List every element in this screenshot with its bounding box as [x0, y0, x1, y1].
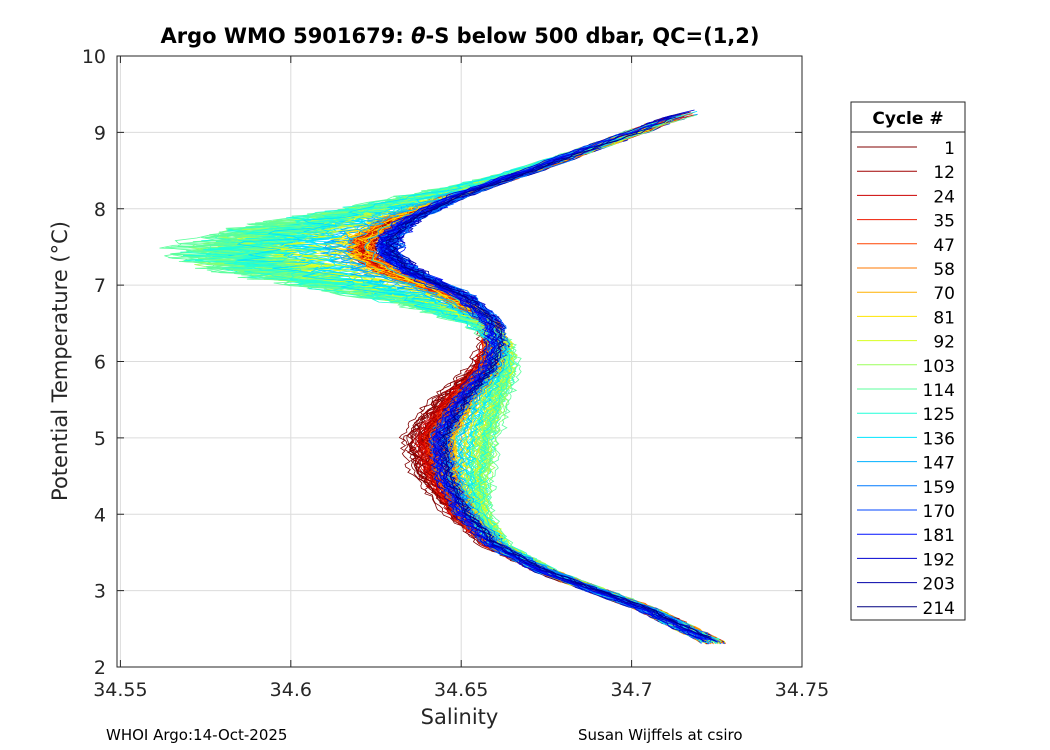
- legend-entry-label: 81: [933, 308, 955, 328]
- legend-entry-label: 1: [944, 139, 955, 159]
- legend-entry-label: 114: [923, 381, 955, 401]
- y-tick-label: 3: [94, 581, 106, 603]
- y-axis-label: Potential Temperature (°C): [48, 221, 72, 501]
- title-theta-symbol: θ: [411, 24, 426, 48]
- y-tick-label: 10: [82, 46, 106, 68]
- legend-entry-label: 136: [923, 429, 955, 449]
- footer-source: WHOI Argo:14-Oct-2025: [106, 726, 288, 744]
- y-tick-label: 5: [94, 428, 106, 450]
- y-tick-label: 9: [94, 122, 106, 144]
- x-tick-label: 34.65: [434, 679, 488, 701]
- y-tick-label: 4: [94, 504, 106, 526]
- y-tick-label: 7: [94, 275, 106, 297]
- legend-entry-label: 12: [933, 163, 955, 183]
- legend-entry-label: 103: [923, 357, 955, 377]
- y-tick-label: 8: [94, 199, 106, 221]
- footer-credit: Susan Wijffels at csiro: [578, 726, 743, 744]
- legend-entry-label: 92: [933, 333, 955, 353]
- legend-entry-label: 159: [923, 478, 955, 498]
- title-prefix: Argo WMO 5901679:: [160, 24, 412, 48]
- legend-entry-label: 24: [933, 187, 955, 207]
- legend-entry-label: 170: [923, 502, 955, 522]
- profile-curve: [209, 166, 720, 640]
- profile-curves: [159, 109, 727, 645]
- x-tick-label: 34.6: [270, 679, 312, 701]
- profile-curve: [385, 130, 711, 640]
- profile-curve: [383, 116, 709, 639]
- x-tick-label: 34.7: [610, 679, 652, 701]
- legend-title: Cycle #: [872, 109, 943, 129]
- profile-curve: [389, 147, 718, 643]
- title-suffix: -S below 500 dbar, QC=(1,2): [425, 24, 760, 48]
- legend-entry-label: 192: [923, 550, 955, 570]
- legend: Cycle #1 12 24 35 47 58 70 81 92 103 114 125 136 147 1…: [850, 101, 966, 621]
- legend-entry-label: 47: [933, 236, 955, 256]
- legend-entry-label: 35: [933, 212, 955, 232]
- legend-entry-label: 147: [923, 454, 955, 474]
- profile-curve: [375, 117, 707, 643]
- x-tick-label: 34.55: [93, 679, 147, 701]
- legend-box: [850, 101, 966, 621]
- x-tick-label: 34.75: [775, 679, 829, 701]
- y-tick-label: 6: [94, 352, 106, 374]
- profile-curve: [181, 114, 722, 642]
- legend-entry-label: 214: [923, 599, 955, 619]
- x-axis-label: Salinity: [421, 705, 499, 729]
- profile-curve: [283, 158, 718, 641]
- y-tick-label: 2: [94, 657, 106, 679]
- profile-curve: [378, 109, 704, 643]
- chart-title: Argo WMO 5901679: θ-S below 500 dbar, QC…: [0, 24, 920, 48]
- y-axis-ticks: 2 3 4 5 6 7 8 9 10: [82, 46, 802, 679]
- x-axis-ticks: 34.55 34.6 34.65 34.7 34.75: [93, 56, 829, 701]
- legend-entry-label: 70: [933, 284, 955, 304]
- legend-entry-label: 181: [923, 526, 955, 546]
- legend-entry-label: 58: [933, 260, 955, 280]
- legend-entry-label: 125: [923, 405, 955, 425]
- legend-entry-label: 203: [923, 575, 955, 595]
